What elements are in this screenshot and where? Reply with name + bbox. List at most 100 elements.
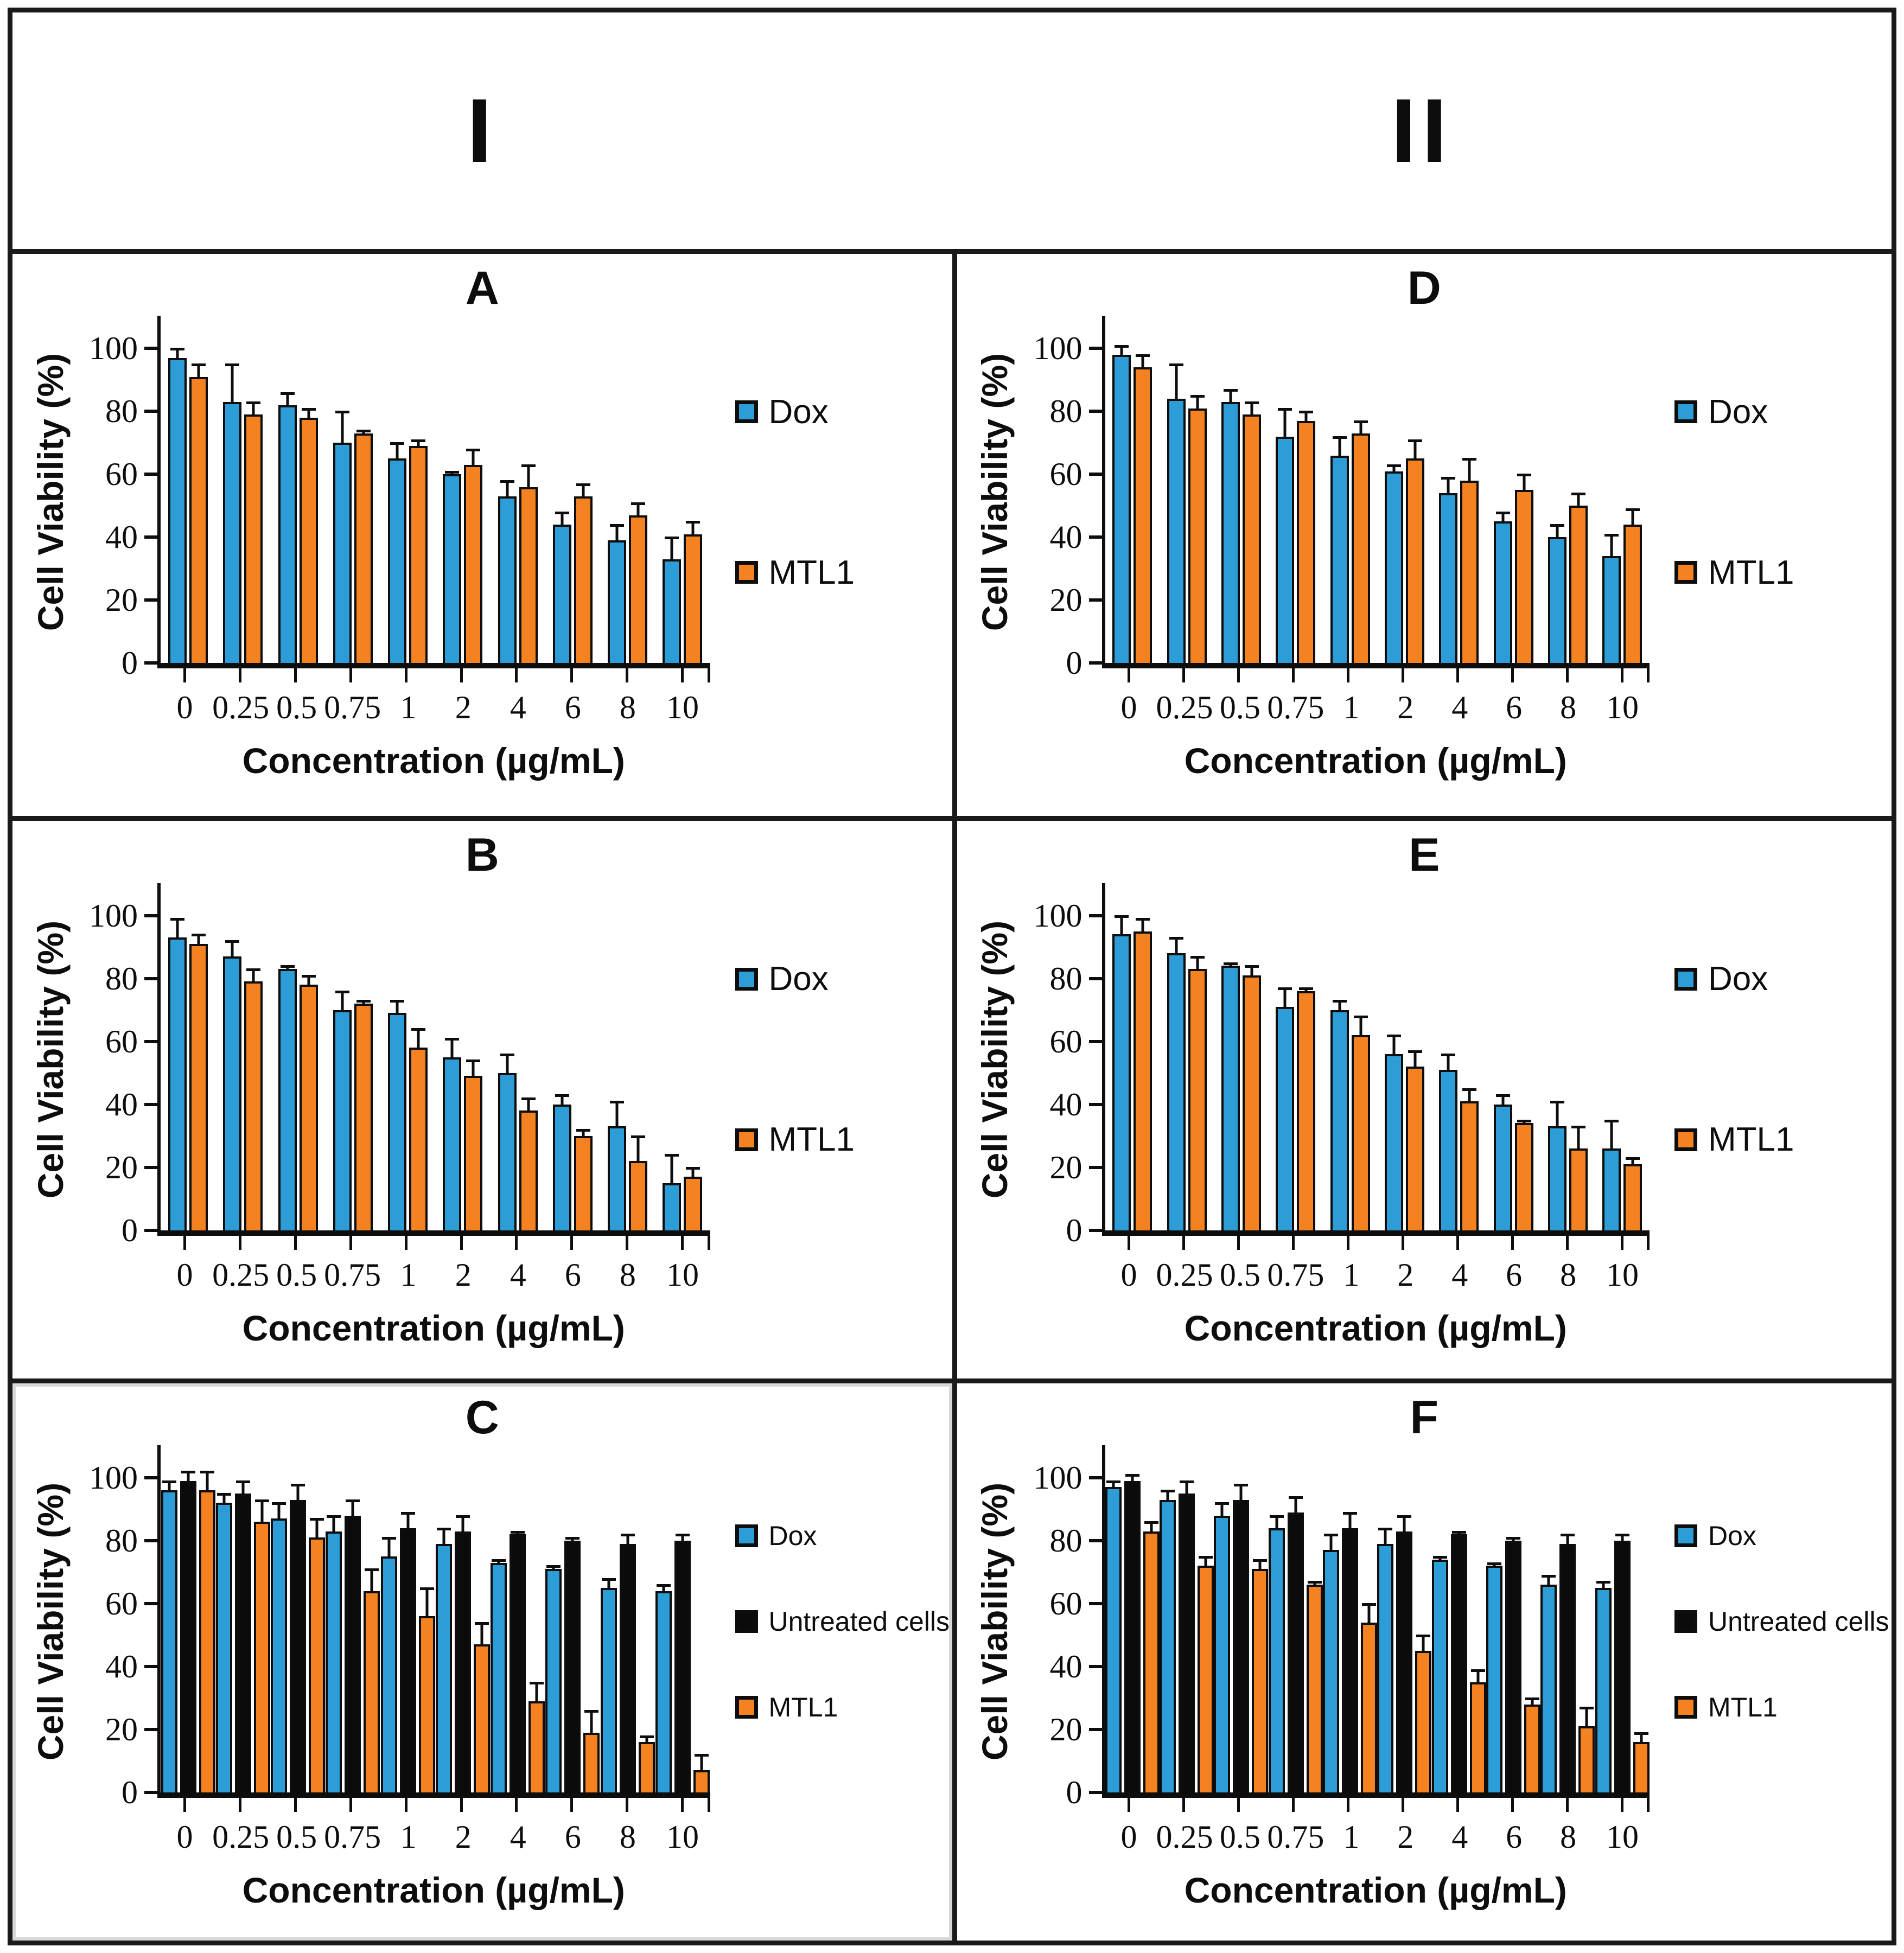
error-bar	[1384, 1530, 1387, 1546]
y-tick-mark	[1088, 1102, 1102, 1106]
error-bar	[1621, 1536, 1624, 1543]
dox-bar	[1330, 436, 1349, 663]
legend-swatch-icon	[735, 1128, 758, 1151]
y-tick-mark	[1088, 535, 1102, 539]
x-tick-label: 10	[1606, 690, 1639, 726]
error-cap	[1307, 1581, 1322, 1584]
error-cap	[1634, 1732, 1648, 1735]
legend-label: Dox	[768, 393, 829, 431]
mtl1-bar	[253, 1499, 270, 1792]
legend-swatch-icon	[735, 967, 758, 991]
bar-group	[600, 502, 655, 663]
mtl1-bar	[473, 1622, 490, 1792]
untreated-cells-bar	[510, 1530, 526, 1792]
y-tick-mark	[144, 1727, 157, 1731]
dox-bar	[1540, 1574, 1557, 1792]
x-tick-cell	[157, 668, 213, 688]
bar-group	[271, 1483, 326, 1792]
x-tick-mark	[183, 1235, 187, 1250]
y-tick-label: 20	[1049, 582, 1082, 618]
mtl1-bar	[189, 934, 208, 1230]
dox-bar	[223, 363, 242, 663]
bar-group	[1269, 987, 1323, 1230]
x-tick-label: 0	[176, 690, 193, 726]
y-tick-label: 60	[105, 1585, 138, 1622]
dox-bar	[1276, 987, 1295, 1230]
dox-bar	[215, 1492, 232, 1792]
x-tick-mark	[239, 1797, 242, 1812]
bar-group	[600, 1100, 655, 1230]
dox-bar	[608, 524, 627, 663]
dox-bar	[600, 1578, 617, 1792]
error-bar	[260, 1502, 264, 1524]
x-tick-mark	[460, 1235, 463, 1250]
legend-label: Dox	[768, 1520, 817, 1551]
error-bar	[1229, 965, 1232, 968]
untreated-cells-bar	[290, 1483, 307, 1792]
error-bar	[607, 1580, 610, 1590]
error-cap	[301, 407, 316, 411]
x-tick-cell	[323, 1235, 379, 1255]
dox-bar	[161, 1480, 177, 1792]
legend-swatch-icon	[735, 1610, 758, 1633]
x-tick-cell	[213, 1797, 268, 1817]
error-bar	[691, 1169, 695, 1179]
bar-group	[1540, 1534, 1595, 1792]
error-cap	[390, 1000, 405, 1003]
y-tick-label: 20	[105, 1149, 138, 1185]
panel-B: B Cell Viability (%) 0 20 40 60 80 100 Dox MTL…	[12, 816, 952, 1378]
dox-bar	[380, 1537, 397, 1792]
error-cap	[1169, 937, 1183, 940]
y-tick-label: 60	[1049, 456, 1082, 493]
error-cap	[555, 511, 569, 514]
x-tick-label: 0.75	[324, 1818, 381, 1855]
bar-group	[1486, 1094, 1540, 1230]
bar-group	[1431, 1530, 1486, 1792]
legend-item: MTL1	[735, 1120, 944, 1159]
untreated-cells-bar	[619, 1534, 636, 1792]
bar-group	[380, 439, 435, 663]
mtl1-bar	[1623, 508, 1642, 663]
legend: Dox MTL1	[710, 883, 944, 1236]
error-cap	[400, 1511, 415, 1515]
error-cap	[576, 1129, 590, 1132]
mtl1-bar	[1514, 474, 1533, 663]
x-tick-label: 0.5	[276, 1256, 317, 1293]
error-bar	[197, 366, 200, 379]
error-cap	[216, 1492, 231, 1496]
error-cap	[1626, 508, 1640, 512]
dox-bar	[223, 940, 242, 1230]
mtl1-bar	[1297, 411, 1316, 663]
error-bar	[252, 971, 255, 984]
x-tick-cell	[1430, 1235, 1485, 1255]
bar-group	[435, 1037, 490, 1230]
error-bar	[307, 410, 310, 420]
x-tick-mark	[1511, 1235, 1514, 1250]
bar-group	[1105, 344, 1160, 663]
x-tick-mark	[1292, 1797, 1295, 1812]
x-tick-label: 0.5	[1219, 1256, 1260, 1293]
error-cap	[1169, 363, 1183, 367]
x-tick-cell	[323, 668, 379, 688]
plot-area	[1101, 1445, 1650, 1798]
error-cap	[511, 1530, 525, 1534]
x-tick-cell	[600, 668, 655, 688]
x-tick-label: 2	[455, 1256, 472, 1293]
x-tick-cell	[1156, 1235, 1211, 1255]
error-cap	[1180, 1480, 1194, 1483]
dox-bar	[1548, 524, 1566, 663]
x-tick-label: 0.25	[212, 690, 270, 726]
error-cap	[601, 1578, 616, 1581]
chart-B: Cell Viability (%) 0 20 40 60 80 100 Dox MTL1 …	[24, 883, 944, 1356]
mtl1-bar	[299, 407, 318, 663]
dox-bar	[1493, 1094, 1512, 1230]
x-tick-cell	[1102, 1235, 1157, 1255]
error-bar	[1166, 1492, 1169, 1502]
error-cap	[1408, 1050, 1422, 1054]
y-tick-mark	[144, 976, 157, 980]
x-tick-label: 0.75	[324, 1256, 381, 1293]
error-cap	[200, 1471, 214, 1474]
error-bar	[1348, 1514, 1352, 1530]
error-bar	[670, 539, 673, 561]
plot-area	[157, 883, 710, 1236]
